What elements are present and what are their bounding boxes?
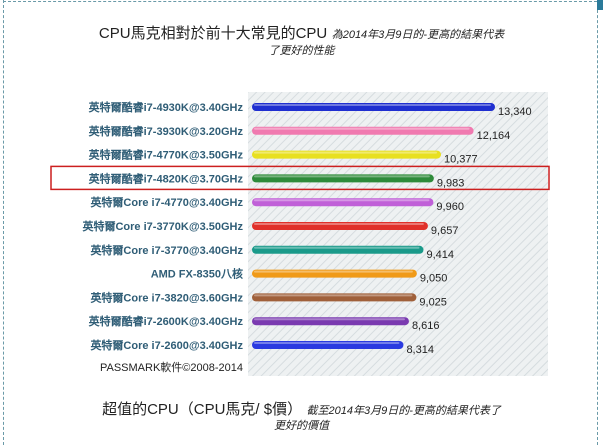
bar <box>252 150 442 159</box>
bar-highlight <box>254 342 400 344</box>
plot-background <box>248 92 548 376</box>
category-label: 英特爾酷睿i7-4820K@3.70GHz <box>88 171 244 185</box>
dashed-border-left <box>3 0 4 445</box>
bar <box>252 103 495 111</box>
bar-highlight <box>254 294 413 297</box>
category-label: 英特爾酷睿i7-2600K@3.40GHz <box>88 314 244 328</box>
chart-title: CPU馬克相對於前十大常見的CPU 為2014年3月9日的-更高的結果代表 <box>0 22 603 43</box>
category-label: 英特爾酷睿i7-4770K@3.50GHz <box>88 148 244 162</box>
value-label: 9,983 <box>437 177 465 189</box>
bar <box>252 341 404 349</box>
category-label: 英特爾Core i7-3820@3.60GHz <box>89 290 243 304</box>
category-label: 英特爾Core i7-3770@3.40GHz <box>89 243 243 257</box>
bottom-caption-main: 超值的CPU（CPU馬克/ $價） <box>102 401 303 418</box>
bar <box>252 269 417 278</box>
bar <box>252 293 417 302</box>
bar <box>252 198 434 207</box>
value-label: 8,314 <box>406 344 434 356</box>
bar-highlight <box>254 175 430 178</box>
value-label: 9,025 <box>419 296 447 308</box>
bar-highlight <box>254 199 430 202</box>
category-label: 英特爾酷睿i7-4930K@3.40GHz <box>88 100 244 114</box>
bar-highlight <box>254 151 438 154</box>
chart-title-sub2: 了更好的性能 <box>268 45 335 57</box>
value-label: 9,050 <box>420 273 448 285</box>
chart-title-main: CPU馬克相對於前十大常見的CPU <box>98 25 328 42</box>
value-label: 9,657 <box>431 225 459 237</box>
category-label: AMD FX-8350八核 <box>151 267 243 281</box>
category-label: 英特爾Core i7-3770K@3.50GHz <box>81 219 243 233</box>
bar-highlight <box>254 246 420 249</box>
chart-title-sub: 為2014年3月9日的-更高的結果代表 <box>331 29 505 41</box>
bar-highlight <box>254 318 405 321</box>
edge-marker <box>597 0 603 10</box>
value-label: 9,960 <box>436 201 464 213</box>
credit-label: PASSMARK軟件©2008-2014 <box>100 360 243 374</box>
value-label: 10,377 <box>444 154 478 166</box>
bottom-caption-sub2: 更好的價值 <box>274 420 329 432</box>
bar-highlight <box>254 104 491 106</box>
dashed-border-top <box>3 1 597 2</box>
category-label: 英特爾Core i7-2600@3.40GHz <box>89 338 243 352</box>
dashed-border-right <box>597 0 598 445</box>
bar <box>252 126 474 135</box>
category-label: 英特爾Core i7-4770@3.40GHz <box>89 195 243 209</box>
bar <box>252 174 434 183</box>
bar <box>252 222 428 230</box>
value-label: 12,164 <box>477 130 511 142</box>
bar-highlight <box>254 270 413 273</box>
bottom-caption-sub: 截至2014年3月9日的-更高的結果代表了 <box>306 405 501 417</box>
value-label: 13,340 <box>498 106 532 118</box>
bar <box>252 317 409 326</box>
highlight-box <box>50 165 550 191</box>
category-label: 英特爾酷睿i7-3930K@3.20GHz <box>88 124 244 138</box>
bar-highlight <box>254 127 470 130</box>
bottom-caption: 超值的CPU（CPU馬克/ $價） 截至2014年3月9日的-更高的結果代表了 <box>0 398 603 419</box>
bar <box>252 245 424 254</box>
value-label: 9,414 <box>426 249 454 261</box>
bar-highlight <box>254 223 424 225</box>
value-label: 8,616 <box>412 320 440 332</box>
